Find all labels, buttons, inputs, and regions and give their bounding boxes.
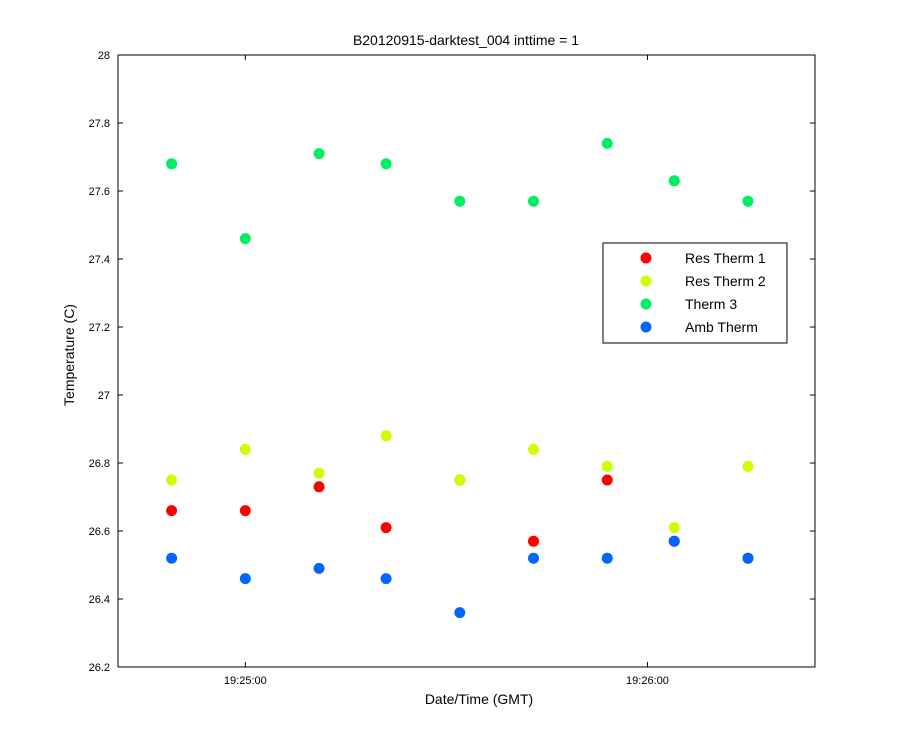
chart-title: B20120915-darktest_004 inttime = 1 bbox=[353, 32, 579, 48]
data-point bbox=[742, 552, 754, 564]
data-point bbox=[380, 430, 392, 442]
data-point bbox=[601, 474, 613, 486]
x-tick-label: 19:26:00 bbox=[626, 675, 669, 687]
y-tick-label: 26.6 bbox=[89, 526, 110, 538]
data-point bbox=[313, 481, 325, 493]
y-axis-label: Temperature (C) bbox=[61, 304, 77, 406]
legend-box bbox=[602, 242, 788, 344]
legend: Res Therm 1 Res Therm 2 Therm 3 Amb Therm bbox=[602, 242, 788, 344]
data-point bbox=[380, 522, 392, 534]
y-tick-label: 26.2 bbox=[89, 662, 110, 674]
data-point bbox=[380, 158, 392, 170]
data-point bbox=[668, 175, 680, 187]
data-point bbox=[528, 443, 540, 455]
y-tick-label: 26.4 bbox=[89, 594, 110, 606]
data-point bbox=[601, 460, 613, 472]
legend-marker bbox=[640, 252, 652, 264]
y-tick-label: 27.8 bbox=[89, 118, 110, 130]
x-tick-label: 19:25:00 bbox=[224, 675, 267, 687]
data-point bbox=[742, 195, 754, 207]
data-point bbox=[528, 552, 540, 564]
data-point bbox=[239, 505, 251, 517]
data-point bbox=[601, 552, 613, 564]
data-point bbox=[380, 573, 392, 585]
data-point bbox=[742, 460, 754, 472]
data-point bbox=[668, 522, 680, 534]
data-point bbox=[668, 535, 680, 547]
data-point bbox=[166, 474, 178, 486]
y-tick-label: 27.6 bbox=[89, 186, 110, 198]
y-tick-label: 28 bbox=[98, 50, 110, 62]
series-res-therm-2 bbox=[166, 430, 754, 534]
legend-marker bbox=[640, 275, 652, 287]
legend-label: Res Therm 1 bbox=[685, 250, 766, 266]
plot-area bbox=[117, 54, 816, 668]
y-tick-label: 26.8 bbox=[89, 458, 110, 470]
data-point bbox=[239, 233, 251, 245]
data-points bbox=[166, 137, 754, 619]
y-axis: 26.2 26.4 26.6 26.8 27 27.2 27.4 27.6 27.8 28 bbox=[89, 50, 815, 674]
series-amb-therm bbox=[166, 535, 754, 619]
data-point bbox=[166, 505, 178, 517]
data-point bbox=[454, 195, 466, 207]
y-tick-label: 27.2 bbox=[89, 322, 110, 334]
legend-label: Amb Therm bbox=[685, 319, 758, 335]
data-point bbox=[239, 573, 251, 585]
data-point bbox=[166, 552, 178, 564]
y-tick-label: 27 bbox=[98, 390, 110, 402]
series-therm-3 bbox=[166, 137, 754, 245]
data-point bbox=[454, 474, 466, 486]
data-point bbox=[166, 158, 178, 170]
data-point bbox=[454, 607, 466, 619]
legend-label: Therm 3 bbox=[685, 296, 737, 312]
data-point bbox=[528, 195, 540, 207]
legend-marker bbox=[640, 298, 652, 310]
legend-marker bbox=[640, 321, 652, 333]
data-point bbox=[239, 443, 251, 455]
data-point bbox=[313, 467, 325, 479]
data-point bbox=[313, 148, 325, 160]
data-point bbox=[528, 535, 540, 547]
data-point bbox=[313, 562, 325, 574]
x-axis-label: Date/Time (GMT) bbox=[425, 691, 533, 707]
y-tick-label: 27.4 bbox=[89, 254, 110, 266]
legend-label: Res Therm 2 bbox=[685, 273, 766, 289]
x-axis: 19:25:00 19:26:00 bbox=[224, 55, 669, 687]
data-point bbox=[601, 137, 613, 149]
